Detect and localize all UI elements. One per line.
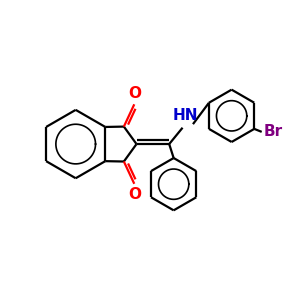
Text: HN: HN (173, 108, 198, 123)
Text: O: O (128, 86, 141, 101)
Text: Br: Br (264, 124, 283, 140)
Text: O: O (128, 188, 141, 202)
